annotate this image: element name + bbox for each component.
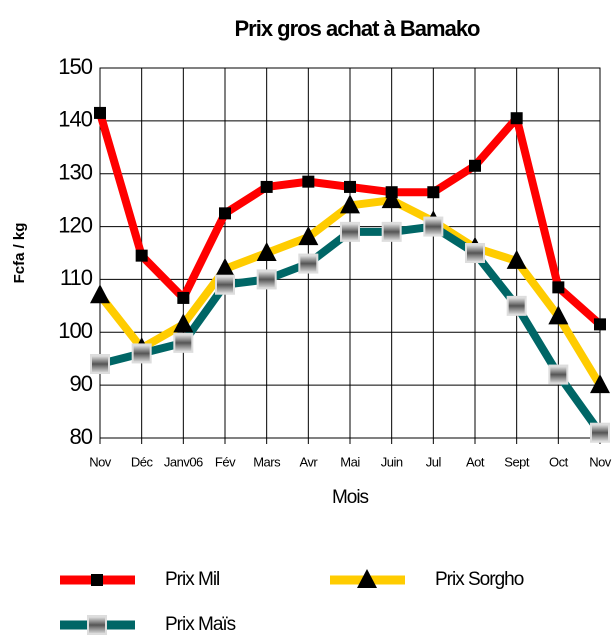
marker	[173, 332, 194, 353]
y-tick-label: 90	[70, 371, 93, 396]
marker	[590, 374, 610, 394]
y-tick-label: 100	[58, 318, 92, 343]
marker	[131, 343, 152, 364]
legend-marker	[87, 615, 107, 635]
marker	[135, 249, 148, 262]
legend-marker	[91, 574, 103, 586]
legend-label: Prix Sorgho	[435, 569, 524, 590]
x-tick-label: Janv06	[164, 454, 203, 469]
x-tick-label: Aot	[466, 454, 485, 469]
marker	[256, 242, 277, 261]
marker	[215, 257, 235, 277]
marker	[548, 305, 569, 325]
marker	[340, 221, 360, 242]
y-tick-label: 80	[70, 424, 93, 449]
marker	[590, 422, 610, 443]
chart-title: Prix gros achat à Bamako	[234, 16, 480, 41]
x-tick-label: Sept	[504, 454, 530, 469]
x-tick-label: Nov	[589, 454, 612, 469]
legend-label: Prix Mil	[165, 569, 219, 590]
x-tick-label: Mars	[253, 454, 281, 469]
y-tick-label: 150	[58, 54, 92, 79]
marker	[256, 269, 277, 290]
marker	[344, 180, 356, 193]
marker	[381, 189, 402, 209]
x-axis-label: Mois	[332, 487, 369, 508]
x-tick-label: Oct	[549, 454, 569, 469]
legend-marker	[357, 569, 377, 588]
marker	[594, 318, 606, 331]
y-axis-label: Fcfa / kg	[11, 223, 28, 284]
plot-border	[99, 67, 601, 439]
y-tick-label: 110	[60, 265, 93, 290]
marker	[219, 207, 231, 220]
marker	[381, 221, 402, 242]
x-tick-label: Fév	[215, 454, 236, 469]
marker	[506, 249, 527, 269]
marker	[94, 106, 106, 119]
marker	[510, 112, 523, 125]
marker	[215, 274, 235, 295]
marker	[90, 284, 110, 304]
marker	[298, 226, 319, 246]
y-tick-label: 120	[58, 212, 92, 237]
marker	[177, 291, 190, 304]
marker	[260, 180, 273, 193]
x-tick-label: Avr	[299, 454, 318, 469]
y-tick-label: 140	[58, 107, 92, 132]
marker	[423, 216, 444, 237]
x-tick-label: Jul	[426, 454, 442, 469]
marker	[552, 281, 565, 294]
marker	[90, 354, 110, 374]
marker	[506, 295, 527, 316]
marker	[340, 194, 360, 214]
x-tick-label: Nov	[89, 454, 112, 469]
marker	[427, 186, 440, 199]
y-tick-label: 130	[58, 160, 92, 185]
x-tick-label: Mai	[340, 454, 360, 469]
marker	[173, 313, 194, 333]
marker	[548, 364, 569, 385]
marker	[302, 175, 315, 188]
legend-label: Prix Maïs	[165, 614, 236, 635]
marker	[298, 253, 319, 274]
x-tick-label: Juin	[381, 454, 403, 469]
x-tick-label: Déc	[131, 454, 154, 469]
marker	[469, 159, 481, 172]
marker	[465, 243, 485, 263]
